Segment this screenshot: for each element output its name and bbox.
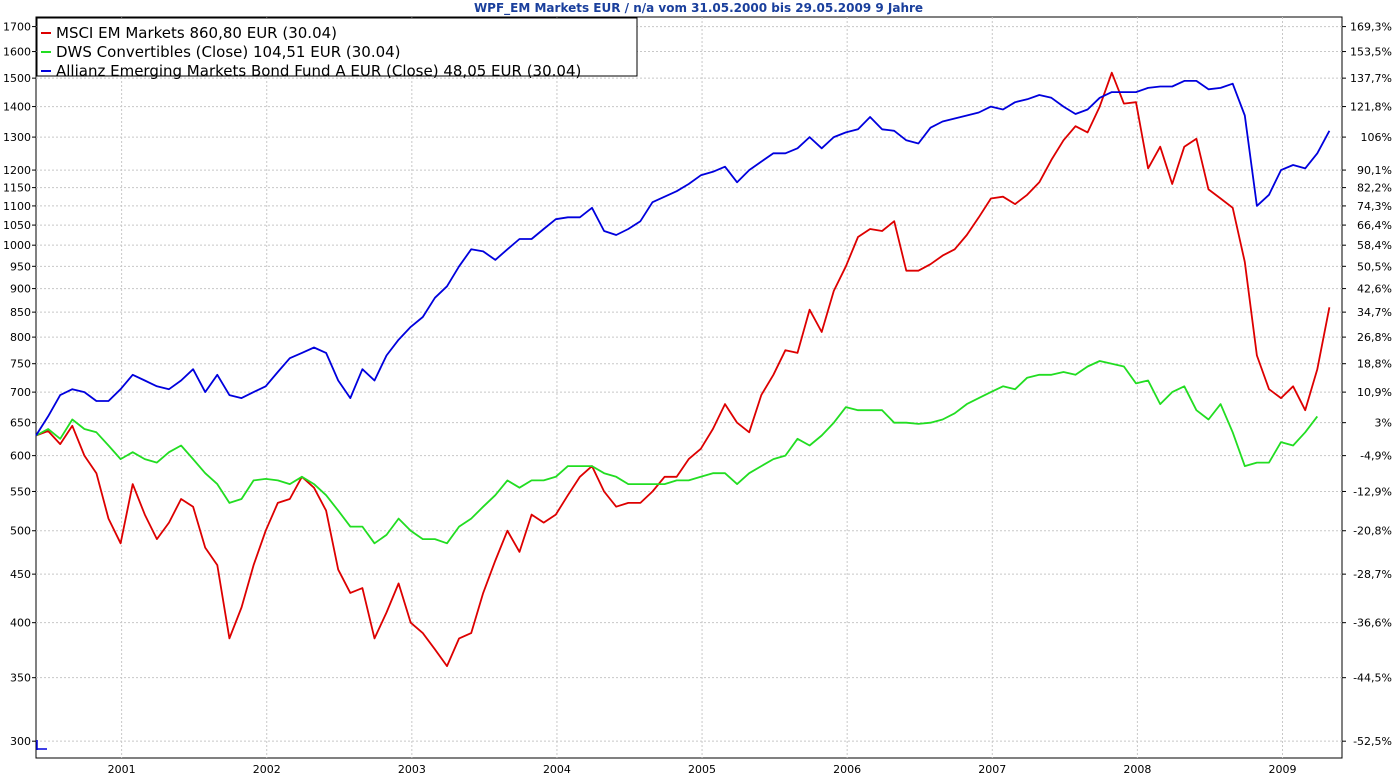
y-tick-label-right: -12,9%	[1353, 485, 1392, 498]
legend: MSCI EM Markets 860,80 EUR (30.04)DWS Co…	[36, 17, 638, 80]
legend-label-1: DWS Convertibles (Close) 104,51 EUR (30.…	[56, 43, 401, 61]
y-tick-label-right: 26,8%	[1357, 331, 1392, 344]
series-line-1	[35, 360, 1319, 545]
y-tick-label-left: 850	[10, 306, 31, 319]
x-tick-label: 2005	[688, 763, 716, 775]
y-tick-label-right: 34,7%	[1357, 306, 1392, 319]
x-tick-label: 2004	[543, 763, 571, 775]
y-tick-label-left: 550	[10, 485, 31, 498]
y-tick-label-left: 700	[10, 386, 31, 399]
y-tick-label-right: 90,1%	[1357, 164, 1392, 177]
x-tick-label: 2001	[108, 763, 136, 775]
y-tick-label-left: 1050	[3, 219, 31, 232]
y-tick-label-right: 10,9%	[1357, 386, 1392, 399]
y-tick-label-left: 500	[10, 525, 31, 538]
y-tick-label-right: 66,4%	[1357, 219, 1392, 232]
y-tick-label-right: -28,7%	[1353, 568, 1392, 581]
y-tick-label-left: 900	[10, 283, 31, 296]
y-tick-label-left: 600	[10, 450, 31, 463]
y-tick-label-left: 800	[10, 331, 31, 344]
y-tick-label-left: 1300	[3, 131, 31, 144]
series-lines	[35, 71, 1331, 667]
x-tick-label: 2007	[978, 763, 1006, 775]
y-tick-label-left: 1700	[3, 21, 31, 34]
legend-box	[36, 17, 638, 77]
y-tick-label-left: 450	[10, 568, 31, 581]
x-tick-label: 2002	[253, 763, 281, 775]
y-tick-label-right: -20,8%	[1353, 525, 1392, 538]
y-tick-label-left: 300	[10, 735, 31, 748]
y-tick-label-left: 350	[10, 672, 31, 685]
y-tick-label-left: 1500	[3, 72, 31, 85]
y-tick-label-right: 106%	[1361, 131, 1392, 144]
y-tick-label-left: 1200	[3, 164, 31, 177]
y-tick-label-right: 3%	[1375, 417, 1392, 430]
axis-ticks: 300 -52,5% 350 -44,5% 400 -36,6% 450 -28,7% 500 -…	[3, 21, 1392, 775]
y-tick-label-right: 74,3%	[1357, 200, 1392, 213]
y-tick-label-right: -36,6%	[1353, 617, 1392, 630]
x-tick-label: 2008	[1123, 763, 1151, 775]
y-tick-label-left: 400	[10, 617, 31, 630]
y-tick-label-right: -44,5%	[1353, 672, 1392, 685]
y-tick-label-right: 18,8%	[1357, 358, 1392, 371]
y-tick-label-right: 121,8%	[1350, 101, 1392, 114]
y-tick-label-right: 153,5%	[1350, 46, 1392, 59]
y-tick-label-right: 50,5%	[1357, 260, 1392, 273]
corner-marker-icon	[36, 740, 47, 750]
legend-label-2: Allianz Emerging Markets Bond Fund A EUR…	[56, 62, 581, 80]
y-tick-label-left: 1400	[3, 101, 31, 114]
y-tick-label-right: -4,9%	[1360, 450, 1392, 463]
x-tick-label: 2009	[1269, 763, 1297, 775]
series-line-0	[35, 71, 1331, 667]
plot-background	[35, 16, 1343, 759]
y-tick-label-left: 950	[10, 260, 31, 273]
y-tick-label-left: 1600	[3, 46, 31, 59]
y-tick-label-right: 137,7%	[1350, 72, 1392, 85]
grid-lines	[36, 17, 1342, 758]
y-tick-label-left: 650	[10, 417, 31, 430]
x-tick-label: 2006	[833, 763, 861, 775]
y-tick-label-left: 1150	[3, 182, 31, 195]
series-line-2	[35, 80, 1331, 436]
y-tick-label-left: 1100	[3, 200, 31, 213]
y-tick-label-right: 82,2%	[1357, 182, 1392, 195]
y-tick-label-left: 1000	[3, 239, 31, 252]
y-tick-label-right: 169,3%	[1350, 21, 1392, 34]
y-tick-label-right: 42,6%	[1357, 283, 1392, 296]
y-tick-label-right: 58,4%	[1357, 239, 1392, 252]
chart-title: WPF_EM Markets EUR / n/a vom 31.05.2000 …	[473, 1, 924, 15]
y-tick-label-right: -52,5%	[1353, 735, 1392, 748]
legend-label-0: MSCI EM Markets 860,80 EUR (30.04)	[56, 24, 337, 42]
y-tick-label-left: 750	[10, 358, 31, 371]
x-tick-label: 2003	[398, 763, 426, 775]
